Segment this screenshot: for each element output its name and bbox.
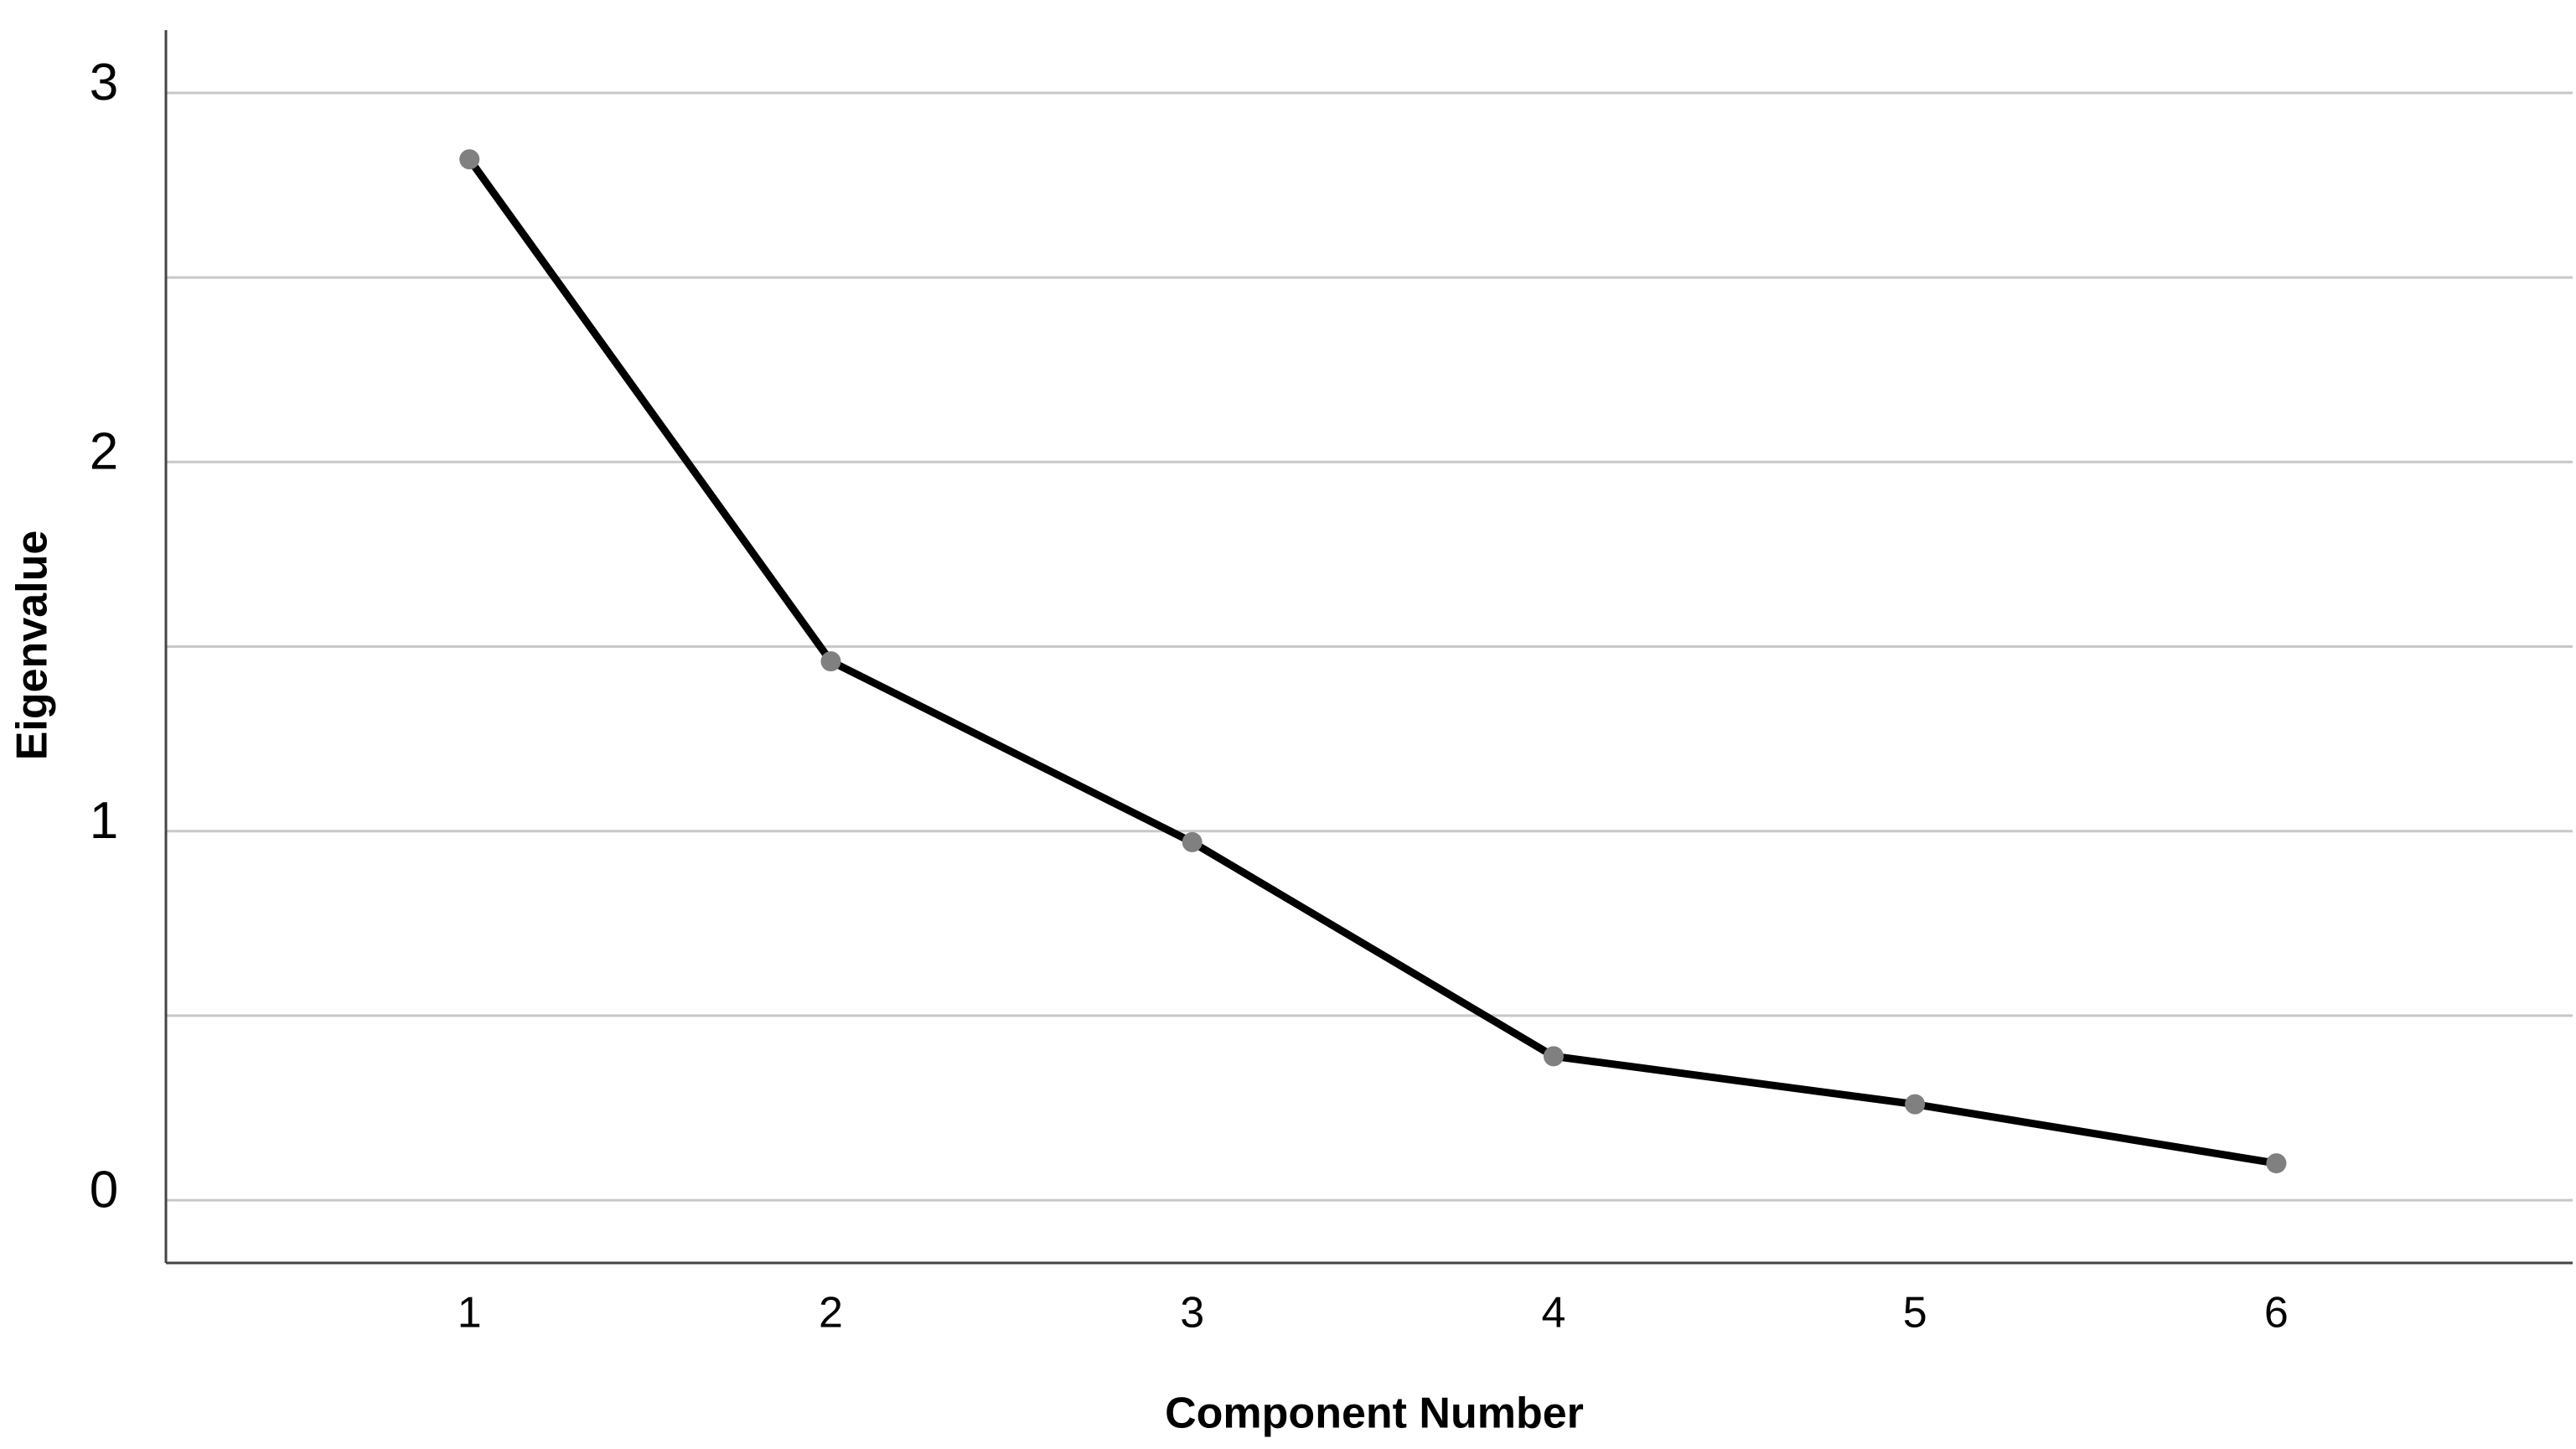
x-tick-label: 2 <box>819 1289 843 1338</box>
point <box>459 149 480 170</box>
series-line <box>466 157 2278 1167</box>
point <box>1543 1046 1564 1067</box>
x-tick-label: 1 <box>458 1289 482 1338</box>
x-tick-label: 3 <box>1180 1289 1204 1338</box>
y-tick-label: 1 <box>90 792 118 850</box>
x-tick-label: 6 <box>2264 1289 2289 1338</box>
y-tick-label: 2 <box>90 423 118 481</box>
x-tick-label: 4 <box>1541 1289 1565 1338</box>
point <box>1905 1094 1926 1115</box>
point <box>2266 1153 2287 1174</box>
y-tick-label: 3 <box>90 54 118 111</box>
y-tick-label: 0 <box>90 1162 118 1219</box>
x-tick-label: 5 <box>1903 1289 1927 1338</box>
point <box>820 651 841 672</box>
point <box>1182 831 1203 852</box>
x-axis-title: Component Number <box>1165 1389 1584 1438</box>
y-axis-title: Eigenvalue <box>8 530 57 761</box>
